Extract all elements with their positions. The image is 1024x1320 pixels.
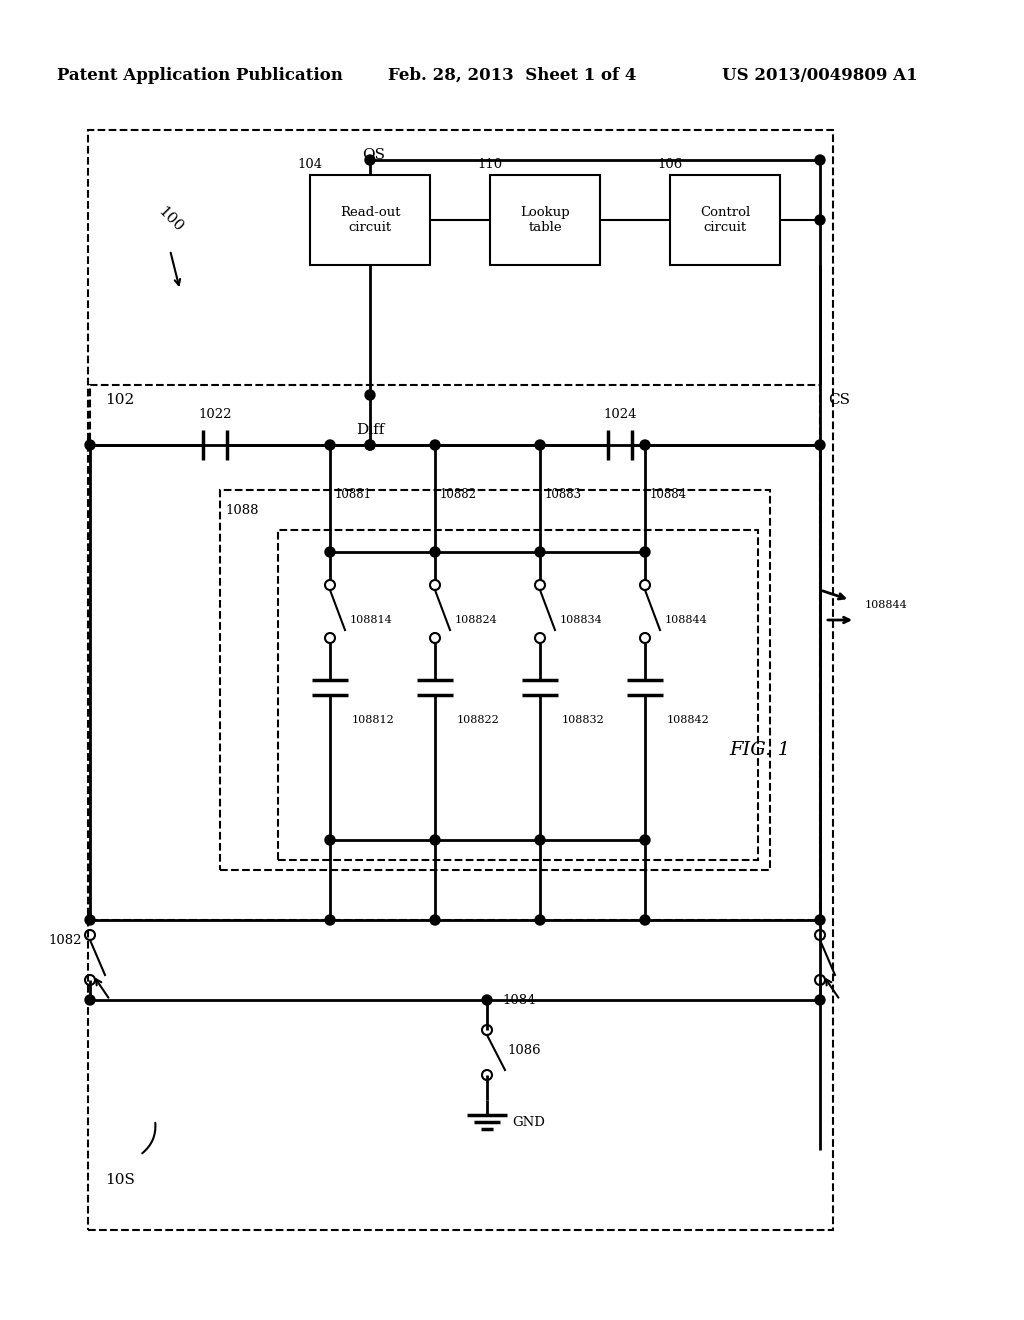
Text: GND: GND <box>512 1115 545 1129</box>
Circle shape <box>365 440 375 450</box>
Text: FIG. 1: FIG. 1 <box>729 741 791 759</box>
Circle shape <box>535 915 545 925</box>
Text: 10884: 10884 <box>650 488 687 502</box>
Text: US 2013/0049809 A1: US 2013/0049809 A1 <box>722 66 918 83</box>
Circle shape <box>535 546 545 557</box>
Circle shape <box>815 154 825 165</box>
Circle shape <box>430 440 440 450</box>
Text: 108834: 108834 <box>560 615 603 624</box>
Circle shape <box>640 546 650 557</box>
Bar <box>310 176 430 265</box>
Circle shape <box>815 440 825 450</box>
Text: 1084: 1084 <box>502 994 536 1006</box>
Text: 104: 104 <box>297 158 323 172</box>
Text: 108812: 108812 <box>352 715 394 725</box>
Text: 108824: 108824 <box>455 615 498 624</box>
Text: 108844: 108844 <box>665 615 708 624</box>
Circle shape <box>365 389 375 400</box>
Bar <box>88 129 833 1230</box>
Circle shape <box>815 215 825 224</box>
Text: 108832: 108832 <box>562 715 605 725</box>
Text: 108844: 108844 <box>865 601 907 610</box>
Circle shape <box>85 915 95 925</box>
Circle shape <box>365 440 375 450</box>
Text: 108822: 108822 <box>457 715 500 725</box>
Bar <box>220 490 770 870</box>
Text: 10882: 10882 <box>440 488 477 502</box>
Text: 10883: 10883 <box>545 488 582 502</box>
Circle shape <box>430 546 440 557</box>
Circle shape <box>482 995 492 1005</box>
Text: Feb. 28, 2013  Sheet 1 of 4: Feb. 28, 2013 Sheet 1 of 4 <box>388 66 636 83</box>
Text: 1086: 1086 <box>507 1044 541 1056</box>
Circle shape <box>640 440 650 450</box>
Text: 100: 100 <box>155 205 185 235</box>
Text: 106: 106 <box>657 158 683 172</box>
Text: Diff: Diff <box>355 422 384 437</box>
Text: Read-out
circuit: Read-out circuit <box>340 206 400 234</box>
Bar <box>278 531 758 861</box>
Circle shape <box>535 836 545 845</box>
Text: OS: OS <box>362 148 385 162</box>
Text: 108814: 108814 <box>350 615 393 624</box>
Circle shape <box>325 836 335 845</box>
Circle shape <box>85 440 95 450</box>
Text: 10881: 10881 <box>335 488 372 502</box>
Bar <box>670 176 780 265</box>
Circle shape <box>430 915 440 925</box>
Text: 108842: 108842 <box>667 715 710 725</box>
Text: 102: 102 <box>105 393 134 407</box>
Circle shape <box>325 915 335 925</box>
Text: 110: 110 <box>477 158 503 172</box>
Text: 1022: 1022 <box>199 408 231 421</box>
Bar <box>490 176 600 265</box>
Circle shape <box>85 995 95 1005</box>
Circle shape <box>815 915 825 925</box>
Circle shape <box>640 915 650 925</box>
Text: Control
circuit: Control circuit <box>699 206 751 234</box>
Text: 1024: 1024 <box>603 408 637 421</box>
Circle shape <box>640 836 650 845</box>
Circle shape <box>535 440 545 450</box>
Text: 10S: 10S <box>105 1173 135 1187</box>
Text: Patent Application Publication: Patent Application Publication <box>57 66 343 83</box>
Circle shape <box>325 546 335 557</box>
Text: Lookup
table: Lookup table <box>520 206 569 234</box>
Text: 1088: 1088 <box>225 503 258 516</box>
Circle shape <box>325 440 335 450</box>
Text: CS: CS <box>828 393 850 407</box>
Circle shape <box>430 836 440 845</box>
Bar <box>90 385 820 920</box>
Circle shape <box>815 995 825 1005</box>
Circle shape <box>365 154 375 165</box>
Text: 1082: 1082 <box>48 933 82 946</box>
